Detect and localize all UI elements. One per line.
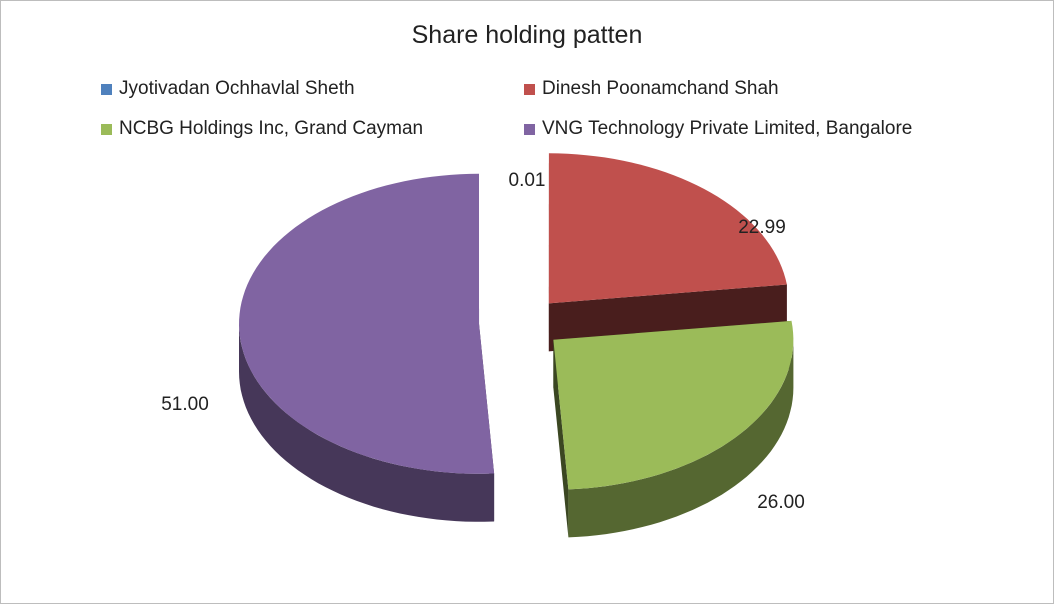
- legend-swatch: [524, 83, 535, 95]
- legend-swatch: [524, 123, 535, 135]
- legend-swatch: [101, 123, 112, 135]
- legend-label: Dinesh Poonamchand Shah: [542, 78, 779, 99]
- legend-item-ncbg: NCBG Holdings Inc, Grand Cayman: [101, 118, 423, 140]
- legend-label: VNG Technology Private Limited, Bangalor…: [542, 118, 913, 139]
- legend-label: Jyotivadan Ochhavlal Sheth: [119, 78, 355, 99]
- chart-title: Share holding patten: [411, 21, 643, 49]
- pie-slice: [553, 320, 794, 490]
- data-label: 51.00: [161, 394, 209, 415]
- data-label: 0.01: [509, 170, 546, 191]
- pie-slice-side: [568, 339, 794, 538]
- legend-item-dinesh: Dinesh Poonamchand Shah: [524, 78, 779, 100]
- pie-slice-wall: [553, 339, 569, 538]
- pie-slice: [548, 153, 787, 304]
- legend-swatch: [101, 83, 112, 95]
- pie-slice-side: [239, 323, 495, 522]
- legend-label: NCBG Holdings Inc, Grand Cayman: [119, 118, 424, 139]
- data-label: 22.99: [738, 217, 786, 238]
- pie-slice: [239, 173, 495, 474]
- data-label: 26.00: [757, 492, 805, 513]
- legend-item-jyotivadan: Jyotivadan Ochhavlal Sheth: [101, 78, 355, 100]
- legend-item-vng: VNG Technology Private Limited, Bangalor…: [524, 118, 912, 140]
